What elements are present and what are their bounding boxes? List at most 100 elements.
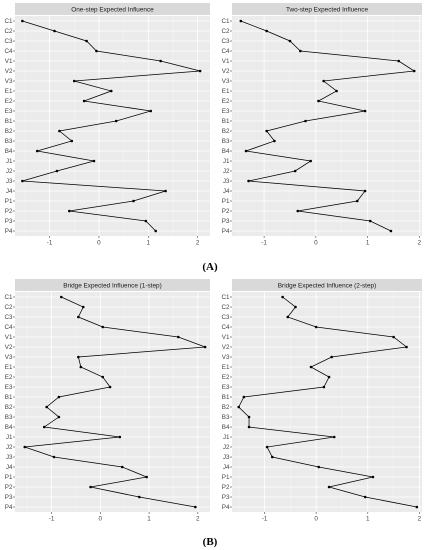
data-point bbox=[120, 465, 124, 469]
data-point bbox=[145, 475, 148, 479]
data-point bbox=[309, 365, 313, 369]
y-tick-label: J1 bbox=[6, 158, 13, 165]
data-point bbox=[242, 395, 246, 399]
data-point bbox=[198, 69, 202, 73]
data-point bbox=[247, 415, 251, 419]
panel-title: Two-step Expected Influence bbox=[286, 6, 369, 13]
data-point bbox=[317, 465, 321, 469]
chart-panel-3: Bridge Expected Influence (1-step) -1 0 1 2 C… bbox=[4, 279, 210, 523]
data-point bbox=[154, 229, 157, 233]
y-tick-label: J2 bbox=[6, 168, 13, 175]
y-tick-label: B3 bbox=[5, 414, 13, 421]
data-point bbox=[237, 405, 241, 409]
y-tick-label: C3 bbox=[221, 314, 230, 321]
y-tick-label: P2 bbox=[5, 484, 13, 491]
y-tick-label: J3 bbox=[6, 178, 13, 185]
y-tick-label: B4 bbox=[222, 148, 230, 155]
data-point bbox=[57, 415, 61, 419]
data-point bbox=[293, 169, 297, 173]
data-point bbox=[89, 485, 92, 489]
data-point bbox=[327, 485, 331, 489]
data-point bbox=[138, 495, 141, 499]
y-tick-label: B1 bbox=[222, 394, 230, 401]
data-point bbox=[281, 295, 284, 299]
y-tick-label: V1 bbox=[5, 334, 13, 341]
data-point bbox=[332, 435, 336, 439]
y-tick-label: C3 bbox=[4, 314, 13, 321]
data-point bbox=[317, 99, 320, 103]
y-tick-label: B1 bbox=[222, 118, 230, 125]
y-tick-label: J1 bbox=[6, 434, 13, 441]
data-point bbox=[164, 189, 167, 193]
y-tick-label: J3 bbox=[6, 454, 13, 461]
x-tick-label: 1 bbox=[366, 240, 370, 247]
data-point bbox=[92, 159, 96, 163]
y-tick-label: B2 bbox=[5, 404, 13, 411]
y-tick-label: P3 bbox=[5, 494, 13, 501]
y-tick-label: P2 bbox=[5, 208, 13, 215]
data-point bbox=[288, 39, 292, 43]
y-tick-label: E3 bbox=[5, 108, 13, 115]
y-tick-label: C1 bbox=[221, 18, 230, 25]
data-point bbox=[85, 39, 88, 43]
data-point bbox=[95, 49, 98, 53]
y-tick-label: P1 bbox=[222, 474, 230, 481]
y-tick-label: J3 bbox=[223, 178, 230, 185]
data-point bbox=[314, 325, 318, 329]
data-point bbox=[363, 109, 367, 113]
data-point bbox=[244, 149, 248, 153]
y-tick-label: E1 bbox=[222, 88, 230, 95]
y-tick-label: V2 bbox=[5, 344, 13, 351]
data-point bbox=[114, 119, 118, 123]
data-point bbox=[273, 139, 276, 143]
x-tick-label: -1 bbox=[261, 240, 267, 247]
data-point bbox=[82, 99, 86, 103]
panel-title: Bridge Expected Influence (1-step) bbox=[63, 282, 161, 289]
x-tick-label: -1 bbox=[49, 516, 55, 523]
y-tick-label: C4 bbox=[4, 48, 13, 55]
y-tick-label: E2 bbox=[222, 374, 230, 381]
data-point bbox=[363, 189, 367, 193]
y-tick-label: P2 bbox=[222, 484, 230, 491]
data-point bbox=[101, 375, 105, 379]
y-tick-label: P1 bbox=[5, 198, 13, 205]
data-point bbox=[286, 315, 290, 319]
series-line bbox=[240, 20, 416, 232]
data-point bbox=[118, 435, 122, 439]
chart-panel-4: Bridge Expected Influence (2-step) -1 0 1 2 C… bbox=[221, 279, 422, 523]
data-point bbox=[42, 425, 46, 429]
plot-background bbox=[232, 16, 422, 236]
x-tick-label: 1 bbox=[147, 516, 151, 523]
data-point bbox=[322, 79, 325, 83]
x-tick-label: 0 bbox=[99, 516, 103, 523]
y-tick-label: J4 bbox=[223, 188, 230, 195]
data-point bbox=[270, 455, 274, 459]
y-tick-label: J1 bbox=[223, 434, 230, 441]
y-tick-label: V1 bbox=[222, 334, 230, 341]
y-tick-label: E2 bbox=[5, 98, 13, 105]
data-point bbox=[304, 119, 307, 123]
data-point bbox=[60, 295, 63, 299]
panel-strip bbox=[232, 279, 422, 291]
series-line bbox=[238, 296, 417, 508]
y-tick-label: C2 bbox=[221, 28, 230, 35]
panel-title: Bridge Expected Influence (2-step) bbox=[278, 282, 376, 289]
y-tick-label: B3 bbox=[5, 138, 13, 145]
x-tick-label: -1 bbox=[47, 240, 53, 247]
y-tick-label: B2 bbox=[5, 128, 13, 135]
data-point bbox=[247, 179, 250, 183]
panel-strip bbox=[232, 3, 422, 15]
data-point bbox=[79, 365, 83, 369]
y-tick-label: V3 bbox=[222, 354, 230, 361]
y-tick-label: B1 bbox=[5, 118, 13, 125]
series-line bbox=[24, 296, 206, 508]
y-tick-label: J2 bbox=[223, 168, 230, 175]
data-point bbox=[265, 129, 268, 133]
data-point bbox=[109, 89, 113, 93]
y-tick-label: E2 bbox=[222, 98, 230, 105]
y-tick-label: C4 bbox=[4, 324, 13, 331]
x-tick-label: 0 bbox=[314, 516, 318, 523]
y-tick-label: J1 bbox=[223, 158, 230, 165]
y-tick-label: V3 bbox=[222, 78, 230, 85]
y-tick-label: B3 bbox=[222, 138, 230, 145]
